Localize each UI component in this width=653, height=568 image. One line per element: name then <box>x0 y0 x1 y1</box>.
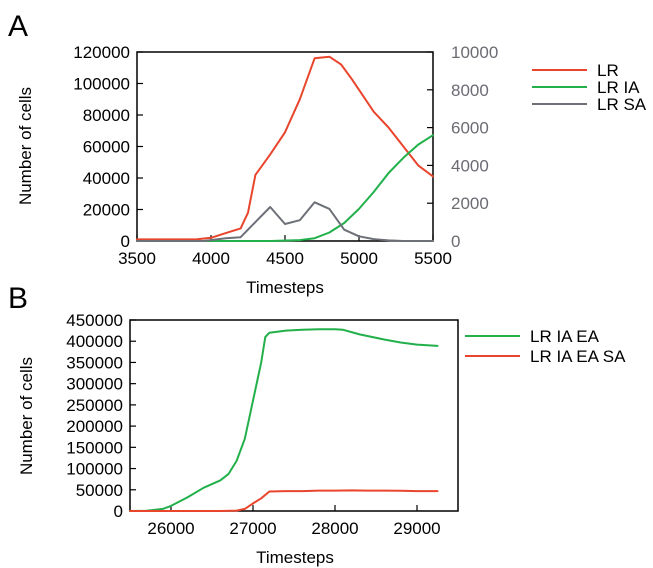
y-tick-label: 60000 <box>83 138 130 157</box>
chart-a-frame <box>136 51 434 242</box>
series-line-lr-ia-ea <box>129 328 439 512</box>
legend-label-lr-sa: LR SA <box>597 95 647 114</box>
y-tick-label: 450000 <box>66 311 123 330</box>
y-tick-label: 100000 <box>66 460 123 479</box>
y-tick-label: 150000 <box>66 438 123 457</box>
y2-tick-label: 10000 <box>451 43 498 62</box>
x-tick-label: 5000 <box>340 249 378 268</box>
y-tick-label: 0 <box>114 502 123 521</box>
y-tick-label: 50000 <box>76 481 123 500</box>
chart-a-series <box>136 55 434 242</box>
chart-a-x-axis: 3500 4000 4500 5000 5500 <box>118 235 452 268</box>
chart-a-right-axis: 0 2000 4000 6000 8000 10000 <box>427 43 498 251</box>
chart-b-y-axis-label: Number of cells <box>17 357 36 475</box>
panel-letter-a: A <box>8 10 28 43</box>
legend-label-lr: LR <box>597 61 619 80</box>
x-tick-label: 3500 <box>118 249 156 268</box>
x-tick-label: 27000 <box>229 519 276 538</box>
chart-a-x-axis-label: Timesteps <box>246 278 324 297</box>
legend-label-lr-ia: LR IA <box>597 78 640 97</box>
chart-a: 0 20000 40000 60000 80000 100000 120000 0 2000 4… <box>16 43 647 297</box>
x-tick-label: 29000 <box>393 519 440 538</box>
y2-tick-label: 0 <box>451 232 460 251</box>
x-tick-label: 28000 <box>311 519 358 538</box>
legend-label-lr-ia-ea-sa: LR IA EA SA <box>530 347 626 366</box>
y2-tick-label: 8000 <box>451 81 489 100</box>
y-tick-label: 0 <box>121 232 130 251</box>
legend-label-lr-ia-ea: LR IA EA <box>530 327 600 346</box>
chart-b: 0 50000 100000 150000 200000 250000 300000 3500… <box>17 311 626 567</box>
y2-tick-label: 4000 <box>451 156 489 175</box>
y-tick-label: 80000 <box>83 106 130 125</box>
series-line-lr-sa <box>136 201 434 242</box>
y-tick-label: 400000 <box>66 332 123 351</box>
series-line-lr <box>136 55 434 241</box>
series-line-lr-ia <box>136 134 434 242</box>
chart-b-x-axis: 26000 27000 28000 29000 <box>147 505 441 538</box>
y2-tick-label: 6000 <box>451 119 489 138</box>
y-tick-label: 20000 <box>83 201 130 220</box>
y-tick-label: 250000 <box>66 396 123 415</box>
chart-b-series <box>129 328 439 512</box>
x-tick-label: 5500 <box>414 249 452 268</box>
y-tick-label: 200000 <box>66 417 123 436</box>
x-tick-label: 4000 <box>192 249 230 268</box>
chart-b-frame <box>129 319 459 512</box>
y-tick-label: 120000 <box>73 43 130 62</box>
y-tick-label: 300000 <box>66 375 123 394</box>
y-tick-label: 100000 <box>73 75 130 94</box>
y2-tick-label: 2000 <box>451 194 489 213</box>
chart-a-y-axis-label: Number of cells <box>16 87 35 205</box>
x-tick-label: 4500 <box>266 249 304 268</box>
panel-letter-b: B <box>8 282 28 315</box>
y-tick-label: 40000 <box>83 169 130 188</box>
chart-b-left-axis: 0 50000 100000 150000 200000 250000 300000 3500… <box>66 311 136 521</box>
series-line-lr-ia-ea-sa <box>129 489 439 512</box>
chart-b-x-axis-label: Timesteps <box>256 548 334 567</box>
chart-a-left-axis: 0 20000 40000 60000 80000 100000 120000 <box>73 43 143 251</box>
x-tick-label: 26000 <box>147 519 194 538</box>
y-tick-label: 350000 <box>66 353 123 372</box>
